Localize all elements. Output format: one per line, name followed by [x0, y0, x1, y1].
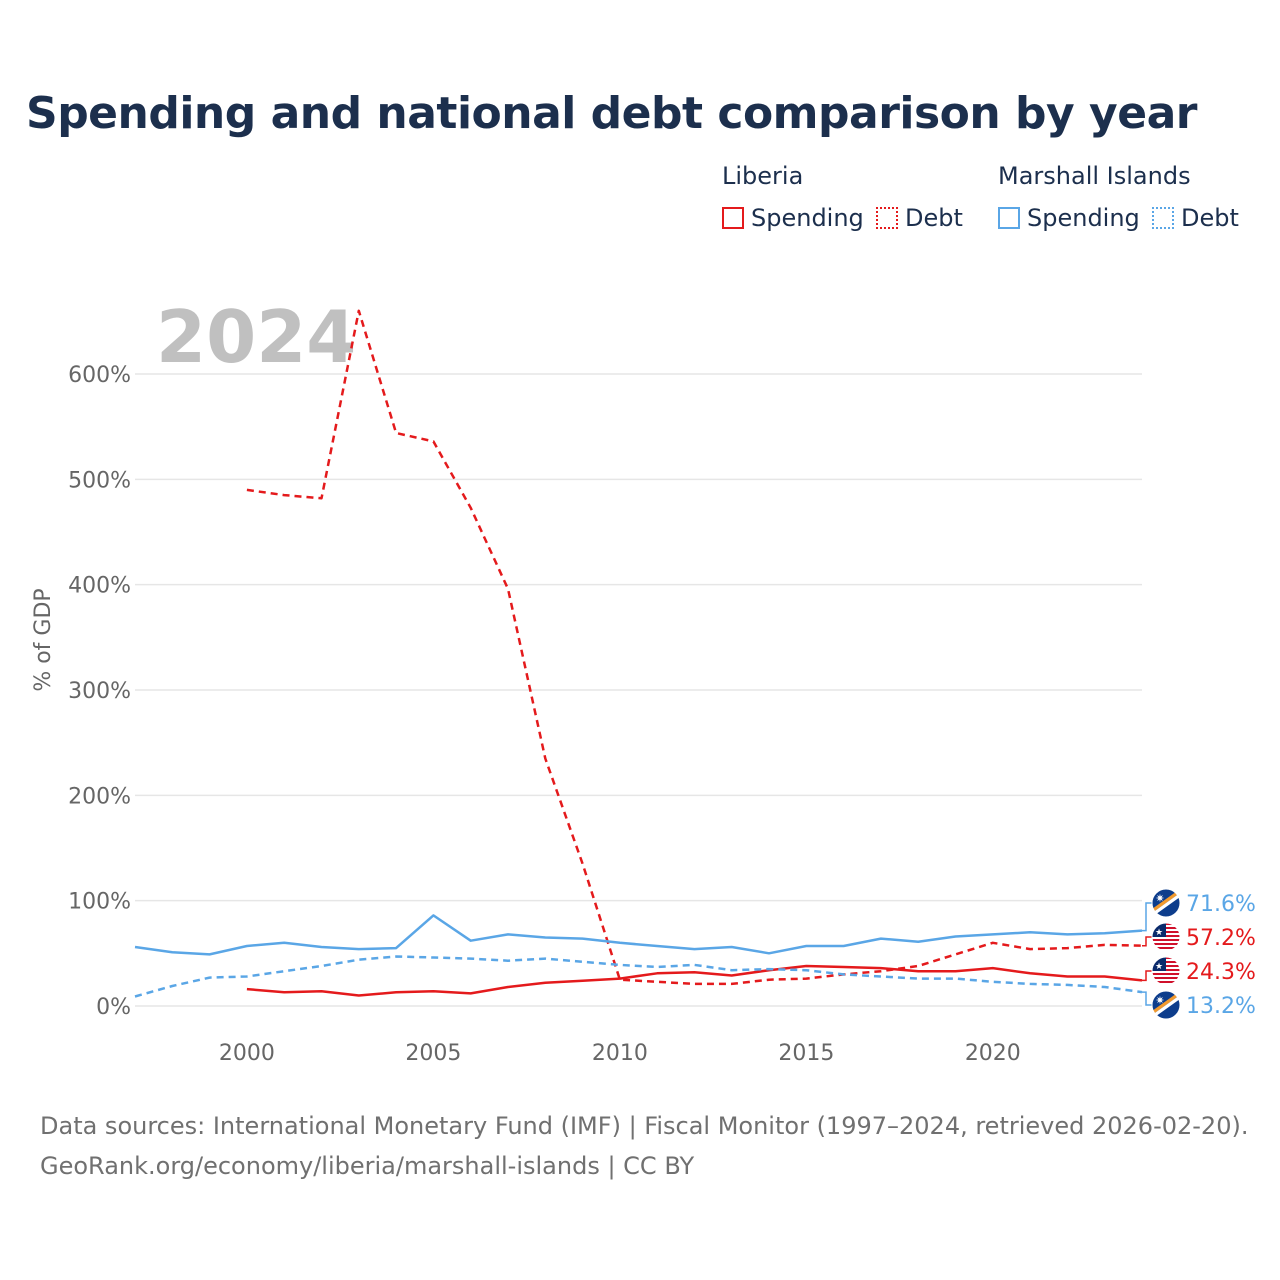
y-tick-label: 500%	[68, 468, 131, 493]
y-tick-label: 200%	[68, 784, 131, 809]
line-chart: 2024 0% 100% 200% 300% 400% 500% 600% 2000 2005 20…	[31, 295, 1256, 1066]
label-connector	[1142, 970, 1152, 982]
star-icon: ✷	[1155, 994, 1164, 1007]
flag-orange-band	[1152, 991, 1180, 1015]
label-connector	[1142, 902, 1152, 932]
series-line-liberia-debt	[246, 309, 1143, 986]
x-tick-label: 2000	[219, 1041, 275, 1066]
series-line-marshall-islands-spending	[134, 914, 1143, 956]
end-value-label: 71.6%	[1186, 892, 1256, 917]
end-value-label: 24.3%	[1186, 960, 1256, 985]
flag-body: ✷	[1152, 991, 1180, 1019]
flag-stripe	[1152, 939, 1180, 941]
flag-stripe	[1152, 973, 1180, 975]
legend-label: Debt	[905, 204, 963, 232]
marshall-islands-flag-icon: ✷	[1151, 888, 1181, 918]
dotted-line-swatch-icon	[876, 207, 898, 229]
flag-white-band	[1152, 893, 1180, 917]
y-tick-label: 400%	[68, 574, 131, 599]
solid-line-swatch-icon	[998, 207, 1020, 229]
solid-line-swatch-icon	[722, 207, 744, 229]
y-tick-label: 600%	[68, 363, 131, 388]
x-tick-label: 2010	[592, 1041, 648, 1066]
marshall-islands-flag-icon: ✷	[1151, 990, 1181, 1020]
series-line-marshall-islands-debt	[134, 955, 1143, 998]
footer: Data sources: International Monetary Fun…	[40, 1106, 1248, 1186]
dotted-line-swatch-icon	[1152, 207, 1174, 229]
flag-stripe	[1152, 947, 1180, 949]
flag-border	[1151, 922, 1181, 952]
flag-stripe	[1152, 981, 1180, 983]
end-value-label: 13.2%	[1186, 994, 1256, 1019]
flag-border	[1151, 888, 1181, 918]
year-watermark: 2024	[156, 295, 356, 379]
y-tick-label: 300%	[68, 679, 131, 704]
flag-orange-band	[1152, 889, 1180, 913]
end-value-label: 57.2%	[1186, 926, 1256, 951]
x-tick-label: 2015	[778, 1041, 834, 1066]
data-source-note: Data sources: International Monetary Fun…	[40, 1112, 1249, 1140]
star-icon: ✷	[1155, 892, 1164, 905]
legend-item-marshall-spending[interactable]: Spending	[998, 204, 1140, 232]
legend-item-liberia-debt[interactable]: Debt	[876, 204, 963, 232]
flag-white-band	[1152, 995, 1180, 1019]
label-connector	[1142, 991, 1152, 1006]
star-icon: ★	[1155, 928, 1163, 938]
y-tick-label: 100%	[68, 890, 131, 915]
star-icon: ★	[1155, 962, 1163, 972]
flag-stripe	[1152, 943, 1180, 945]
chart-title: Spending and national debt comparison by…	[26, 88, 1197, 139]
liberia-flag-icon: ★	[1151, 922, 1181, 952]
legend-item-liberia-spending[interactable]: Spending	[722, 204, 864, 232]
legend-group-title: Marshall Islands	[998, 162, 1191, 190]
x-tick-label: 2005	[405, 1041, 461, 1066]
legend-item-marshall-debt[interactable]: Debt	[1152, 204, 1239, 232]
liberia-flag-icon: ★	[1151, 956, 1181, 986]
x-tick-label: 2020	[965, 1041, 1021, 1066]
flag-border	[1151, 956, 1181, 986]
y-tick-label: 0%	[96, 995, 131, 1020]
legend-group-title: Liberia	[722, 162, 804, 190]
label-connector	[1142, 936, 1152, 947]
y-axis-label: % of GDP	[31, 588, 56, 691]
attribution-note: GeoRank.org/economy/liberia/marshall-isl…	[40, 1152, 695, 1180]
legend-label: Debt	[1181, 204, 1239, 232]
legend-label: Spending	[751, 204, 864, 232]
series-line-liberia-spending	[246, 964, 1143, 997]
legend-label: Spending	[1027, 204, 1140, 232]
flag-stripe	[1152, 977, 1180, 979]
flag-body: ✷	[1152, 889, 1180, 917]
flag-border	[1151, 990, 1181, 1020]
